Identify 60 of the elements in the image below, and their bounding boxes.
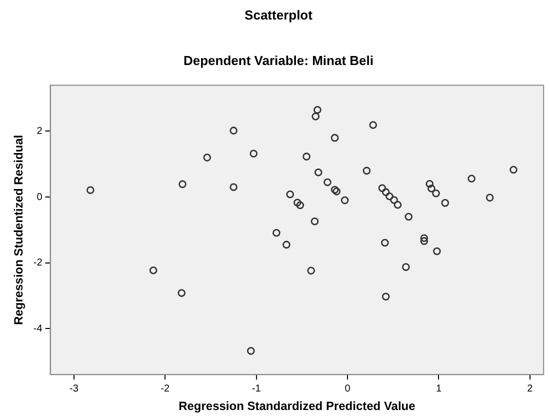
- point: [286, 190, 294, 198]
- point: [386, 192, 394, 200]
- point: [282, 240, 290, 249]
- point: [307, 266, 315, 275]
- point: [230, 183, 238, 192]
- point: [382, 188, 390, 196]
- point: [362, 166, 371, 175]
- point: [441, 199, 450, 207]
- point: [340, 196, 349, 204]
- x-axis-title: Regression Standardized Predicted Value: [178, 399, 416, 414]
- point: [302, 152, 310, 160]
- point: [178, 289, 186, 297]
- point: [369, 121, 377, 129]
- point: [382, 292, 390, 301]
- point: [420, 237, 428, 245]
- point: [203, 154, 212, 162]
- x-tick-label: 0: [344, 383, 351, 394]
- point: [312, 112, 320, 120]
- point: [428, 184, 436, 192]
- point: [394, 201, 402, 209]
- point: [324, 178, 332, 186]
- x-tick-label: -3: [70, 383, 79, 394]
- point: [486, 194, 494, 202]
- point: [296, 201, 304, 210]
- point: [330, 134, 339, 142]
- point: [510, 166, 518, 174]
- point: [390, 196, 398, 204]
- point: [468, 174, 476, 182]
- chart-subtitle: Dependent Variable: Minat Beli: [184, 52, 374, 68]
- x-tick-label: 1: [436, 383, 442, 394]
- y-axis-title: Regression Studentized Residual: [12, 134, 26, 325]
- point: [86, 186, 94, 194]
- point: [178, 180, 186, 188]
- point: [433, 247, 441, 256]
- y-tick-label: -2: [33, 258, 43, 269]
- point: [247, 347, 255, 355]
- point: [426, 180, 434, 188]
- y-tick-label: 0: [36, 192, 43, 203]
- point: [420, 234, 428, 242]
- point: [250, 150, 258, 158]
- point: [432, 189, 440, 198]
- point: [381, 238, 389, 247]
- point: [272, 228, 280, 237]
- point: [230, 126, 238, 134]
- point: [314, 106, 322, 114]
- point: [332, 188, 341, 196]
- point: [378, 184, 386, 192]
- point: [404, 212, 413, 221]
- x-tick-label: 2: [527, 383, 534, 394]
- point: [294, 198, 302, 207]
- point: [310, 217, 319, 226]
- x-tick-label: -2: [160, 383, 170, 394]
- point: [314, 168, 322, 176]
- x-tick-label: -1: [252, 383, 262, 394]
- chart-title: Scatterplot: [244, 7, 314, 22]
- y-tick-label: -4: [33, 323, 43, 334]
- point: [330, 186, 339, 194]
- y-tick-label: 2: [36, 126, 43, 137]
- point: [149, 266, 158, 274]
- point: [402, 263, 410, 271]
